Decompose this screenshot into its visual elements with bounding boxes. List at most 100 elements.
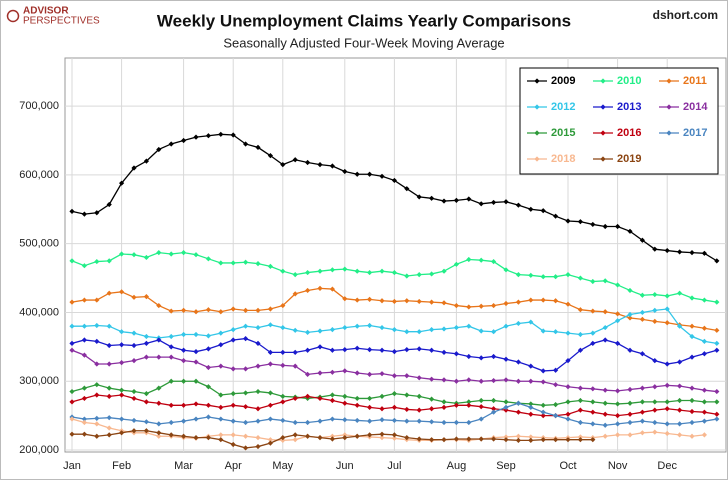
data-point (664, 430, 670, 437)
data-point (615, 282, 621, 288)
data-point (615, 421, 621, 427)
data-point (528, 437, 534, 443)
data-point (69, 347, 75, 353)
data-point (255, 363, 261, 369)
data-point (590, 330, 596, 336)
data-point (441, 437, 447, 443)
data-point (404, 392, 410, 398)
data-point (131, 342, 137, 349)
data-point (602, 422, 608, 428)
data-point (119, 329, 125, 335)
data-point (181, 402, 187, 408)
data-point (292, 291, 298, 297)
data-point (81, 352, 87, 358)
data-point (503, 323, 509, 329)
legend-label: 2018 (551, 153, 575, 165)
series (69, 347, 720, 395)
data-point (243, 419, 249, 426)
y-tick-label: 400,000 (19, 306, 59, 318)
data-point (701, 387, 707, 393)
data-point (577, 219, 583, 225)
data-point (677, 432, 683, 438)
data-point (367, 346, 373, 353)
data-point (577, 385, 583, 391)
data-point (503, 300, 509, 307)
data-point (367, 404, 373, 410)
data-point (230, 418, 236, 424)
data-point (416, 393, 422, 399)
data-point (205, 133, 211, 139)
data-point (243, 433, 249, 439)
data-point (81, 385, 87, 391)
data-point (317, 418, 323, 424)
data-point (168, 141, 174, 147)
data-point (553, 213, 559, 219)
data-point (305, 329, 311, 335)
data-point (255, 324, 261, 331)
data-point (317, 370, 323, 376)
data-point (156, 337, 162, 343)
data-point (677, 323, 683, 329)
data-point (528, 401, 534, 407)
data-point (453, 261, 459, 267)
data-point (689, 354, 695, 360)
data-point (81, 297, 87, 303)
data-point (577, 437, 583, 443)
x-tick-label: Jun (336, 460, 354, 472)
data-point (181, 307, 187, 313)
data-point (342, 346, 348, 353)
data-point (218, 260, 224, 266)
data-point (329, 392, 335, 398)
data-point (540, 409, 546, 415)
data-point (429, 327, 435, 333)
series (69, 306, 720, 347)
data-point (553, 274, 559, 280)
data-point (305, 371, 311, 377)
data-point (181, 137, 187, 144)
data-point (503, 404, 509, 410)
data-point (453, 324, 459, 331)
data-point (143, 428, 149, 434)
data-point (453, 436, 459, 442)
data-point (193, 416, 199, 422)
data-point (218, 342, 224, 348)
data-point (81, 337, 87, 343)
data-point (81, 211, 87, 217)
data-point (255, 388, 261, 395)
data-point (156, 302, 162, 309)
data-point (131, 417, 137, 424)
data-point (230, 337, 236, 343)
data-point (292, 363, 298, 369)
data-point (701, 250, 707, 256)
data-point (453, 402, 459, 408)
legend-marker (666, 78, 672, 84)
data-point (230, 402, 236, 408)
data-point (540, 208, 546, 214)
logo-text: PERSPECTIVES (23, 16, 100, 27)
data-point (106, 415, 112, 421)
data-point (280, 349, 286, 355)
data-point (615, 340, 621, 347)
data-point (131, 395, 137, 402)
data-point (540, 297, 546, 303)
data-point (689, 433, 695, 439)
data-point (615, 401, 621, 407)
data-point (453, 351, 459, 357)
data-point (404, 418, 410, 424)
data-point (292, 432, 298, 438)
x-tick-label: Mar (174, 460, 193, 472)
data-point (354, 417, 360, 424)
data-point (639, 385, 645, 391)
data-point (181, 418, 187, 424)
data-point (255, 261, 261, 267)
data-point (639, 409, 645, 415)
x-tick-label: Oct (559, 460, 576, 472)
data-point (292, 437, 298, 443)
data-point (181, 433, 187, 439)
data-point (602, 309, 608, 315)
data-point (404, 298, 410, 304)
data-point (119, 180, 125, 186)
data-point (478, 355, 484, 361)
data-point (168, 354, 174, 360)
data-point (131, 388, 137, 395)
